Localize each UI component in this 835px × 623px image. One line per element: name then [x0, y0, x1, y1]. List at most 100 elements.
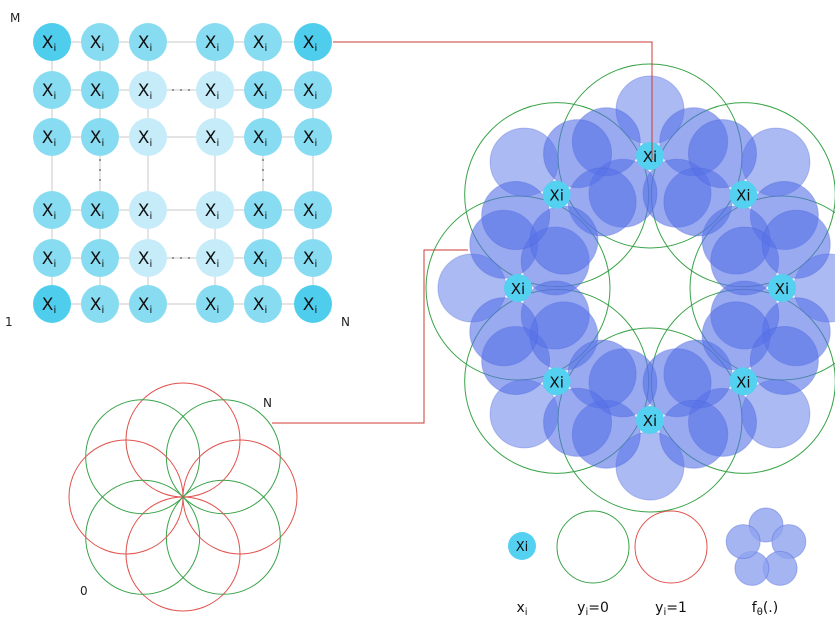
grid-node-label: Xi: [42, 33, 56, 54]
legend-xi-icon: Xi: [508, 532, 536, 560]
ring-node-circle: [542, 180, 571, 209]
ring-lobe: [749, 325, 819, 395]
connector-grid-to-ring: [333, 41, 653, 160]
grid-node: Xi: [81, 285, 119, 323]
ring-node-circle: [768, 274, 796, 302]
grid-node-circle: [294, 71, 332, 109]
grid-node: Xi: [81, 71, 119, 109]
ring-node-circle: [636, 142, 664, 170]
ellipsis-dot: [172, 89, 174, 91]
ring-nodes: Xi Xi Xi Xi Xi Xi Xi Xi: [504, 142, 796, 434]
node-grid: Xi Xi Xi Xi Xi Xi Xi Xi Xi Xi Xi Xi Xi Xi Xi Xi Xi Xi Xi Xi…: [33, 23, 332, 323]
grid-node-circle: [81, 239, 119, 277]
ring-lobe: [543, 387, 613, 457]
bottom-label-n: N: [263, 396, 272, 410]
ring-lobe: [481, 181, 551, 251]
grid-node-circle: [129, 285, 167, 323]
grid-node-circle: [33, 23, 71, 61]
ring-node-label: Xi: [775, 280, 789, 298]
legend-label: yi=1: [655, 600, 687, 618]
ring-node: Xi: [636, 406, 664, 434]
grid-node: Xi: [81, 23, 119, 61]
grid-node-label: Xi: [90, 201, 104, 222]
connector-lines: [272, 41, 653, 424]
grid-node-circle: [33, 118, 71, 156]
ring-structure: Xi Xi Xi Xi Xi Xi Xi Xi: [425, 63, 835, 513]
ring-node-label: Xi: [643, 148, 657, 166]
grid-node-label: Xi: [253, 249, 267, 270]
grid-node-circle: [196, 239, 234, 277]
grid-node: Xi: [294, 239, 332, 277]
grid-node-circle: [244, 23, 282, 61]
grid-node-circle: [196, 285, 234, 323]
grid-node: Xi: [33, 118, 71, 156]
grid-node: Xi: [244, 191, 282, 229]
grid-node: Xi: [33, 285, 71, 323]
bottom-circle-pattern: [68, 382, 298, 612]
grid-node-circle: [244, 191, 282, 229]
grid-node-label: Xi: [303, 81, 317, 102]
grid-node: Xi: [294, 118, 332, 156]
connector-rosette-to-ring: [272, 249, 468, 424]
ring-node-label: Xi: [549, 187, 563, 205]
grid-node: Xi: [129, 71, 167, 109]
grid-node-label: Xi: [42, 201, 56, 222]
legend: Xi xi yi=0 yi=1 fθ(.): [508, 507, 807, 618]
ring-node: Xi: [542, 180, 571, 209]
legend-red-circle: [634, 510, 708, 584]
grid-node-circle: [33, 239, 71, 277]
ring-node: Xi: [768, 274, 796, 302]
grid-node-circle: [196, 23, 234, 61]
ring-node: Xi: [636, 142, 664, 170]
grid-node-label: Xi: [138, 128, 152, 149]
grid-node-label: Xi: [303, 33, 317, 54]
grid-node-label: Xi: [138, 33, 152, 54]
grid-node-label: Xi: [253, 201, 267, 222]
ellipsis-dot: [262, 169, 264, 171]
grid-node-label: Xi: [42, 128, 56, 149]
grid-node-label: Xi: [205, 33, 219, 54]
legend-green-circle: [556, 510, 630, 584]
grid-node-label: Xi: [303, 128, 317, 149]
ellipsis-dot: [99, 159, 101, 161]
ring-node: Xi: [729, 367, 758, 396]
ellipsis-dot: [180, 89, 182, 91]
ellipsis-dot: [180, 257, 182, 259]
grid-node-circle: [244, 239, 282, 277]
ellipsis-dot: [172, 257, 174, 259]
legend-xi-circle: [508, 532, 536, 560]
grid-node-circle: [294, 285, 332, 323]
grid-ellipsis-dots: [99, 89, 264, 259]
ellipsis-dot: [99, 179, 101, 181]
grid-node-label: Xi: [253, 295, 267, 316]
grid-node-label: Xi: [205, 81, 219, 102]
grid-node-circle: [33, 71, 71, 109]
ellipsis-dot: [262, 159, 264, 161]
ring-node-label: Xi: [549, 373, 563, 391]
grid-node-circle: [81, 23, 119, 61]
grid-node: Xi: [129, 285, 167, 323]
legend-label: yi=0: [577, 600, 609, 618]
grid-node: Xi: [196, 118, 234, 156]
grid-node: Xi: [196, 23, 234, 61]
grid-node: Xi: [196, 285, 234, 323]
grid-node: Xi: [33, 191, 71, 229]
grid-node-label: Xi: [303, 201, 317, 222]
legend-f-theta-icon: [725, 507, 807, 586]
grid-node-label: Xi: [90, 128, 104, 149]
grid-node-circle: [196, 191, 234, 229]
grid-node-circle: [196, 118, 234, 156]
grid-node: Xi: [294, 23, 332, 61]
grid-node-circle: [244, 285, 282, 323]
ring-node-circle: [729, 180, 758, 209]
grid-node-label: Xi: [42, 295, 56, 316]
grid-node-circle: [33, 191, 71, 229]
grid-node-circle: [81, 118, 119, 156]
grid-node: Xi: [81, 191, 119, 229]
grid-node: Xi: [129, 23, 167, 61]
legend-lobe: [725, 524, 761, 560]
grid-node-label: Xi: [205, 201, 219, 222]
grid-node-label: Xi: [205, 295, 219, 316]
grid-node: Xi: [294, 191, 332, 229]
grid-node: Xi: [129, 191, 167, 229]
